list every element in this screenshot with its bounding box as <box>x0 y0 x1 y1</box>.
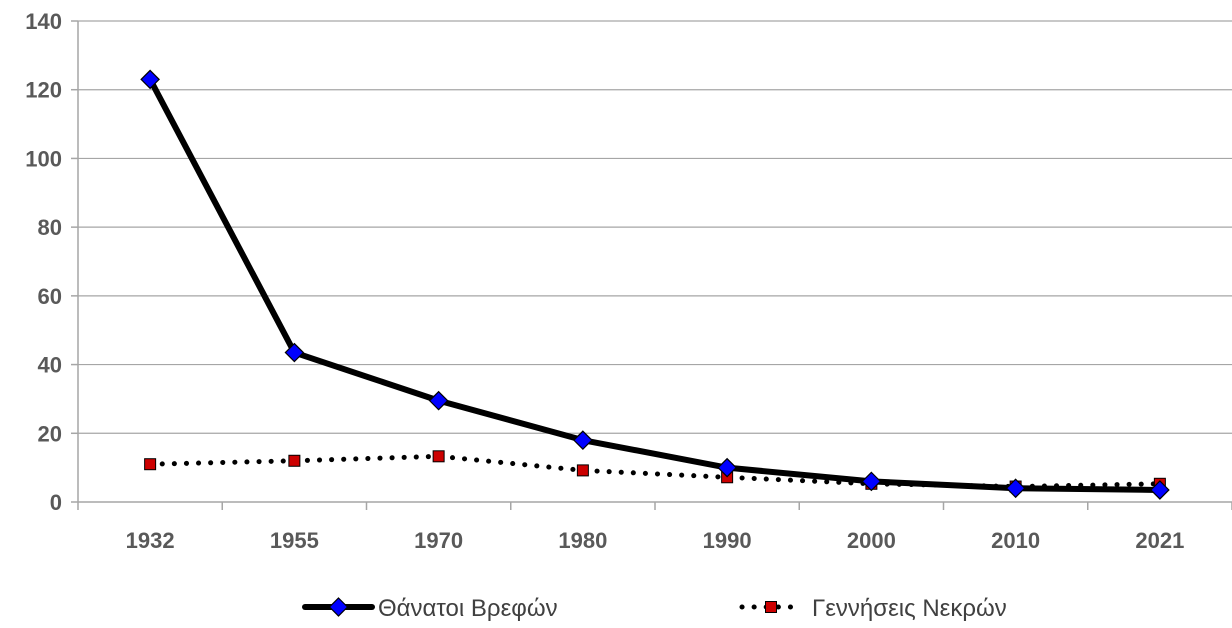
x-tick-label: 1990 <box>703 528 752 553</box>
x-tick-label: 1955 <box>270 528 319 553</box>
legend-diamond-marker <box>328 597 349 617</box>
legend-item-2: Γεννήσεις Νεκρών <box>739 595 1007 622</box>
legend-label: Γεννήσεις Νεκρών <box>812 595 1007 622</box>
y-tick-label: 20 <box>38 421 62 446</box>
legend-item-1: Θάνατοι Βρεφών <box>302 595 558 622</box>
y-tick-label: 0 <box>50 490 62 515</box>
y-tick-label: 80 <box>38 215 62 240</box>
y-tick-label: 100 <box>25 146 62 171</box>
series-line <box>147 453 1163 490</box>
legend: Θάνατοι Βρεφών Γεννήσεις Νεκρών <box>302 595 1007 622</box>
data-point-diamond <box>284 342 305 363</box>
data-point-diamond <box>717 457 737 478</box>
data-point-diamond <box>1150 480 1170 500</box>
gridlines <box>78 20 1232 434</box>
y-tick-label: 140 <box>25 9 62 34</box>
y-tick-label: 40 <box>38 353 62 378</box>
x-tick-label: 1980 <box>558 528 607 553</box>
axes <box>71 20 1232 510</box>
data-point-square <box>432 450 445 463</box>
x-tick-labels: 1932 1955 1970 1980 1990 2000 2010 2021 <box>126 528 1185 553</box>
data-point-square <box>576 464 589 477</box>
x-tick-label: 2021 <box>1135 528 1184 553</box>
legend-label: Θάνατοι Βρεφών <box>378 595 558 622</box>
x-tick-label: 2000 <box>847 528 896 553</box>
y-tick-label: 120 <box>25 78 62 103</box>
data-point-diamond <box>428 390 449 411</box>
series-line <box>147 76 1163 493</box>
data-point-diamond <box>861 471 882 492</box>
x-tick-label: 1932 <box>126 528 175 553</box>
data-point-diamond <box>573 430 593 451</box>
series-lines <box>140 69 1170 500</box>
data-point-diamond <box>140 69 160 90</box>
x-tick-label: 1970 <box>414 528 463 553</box>
y-tick-label: 60 <box>38 284 62 309</box>
data-point-diamond <box>1005 478 1026 499</box>
y-tick-labels: 0 20 40 60 80 100 120 140 <box>25 9 62 515</box>
data-point-square <box>144 458 157 471</box>
data-point-square <box>288 454 301 467</box>
series-1 <box>140 69 1170 500</box>
legend-square-marker <box>765 601 777 613</box>
x-tick-label: 2010 <box>991 528 1040 553</box>
